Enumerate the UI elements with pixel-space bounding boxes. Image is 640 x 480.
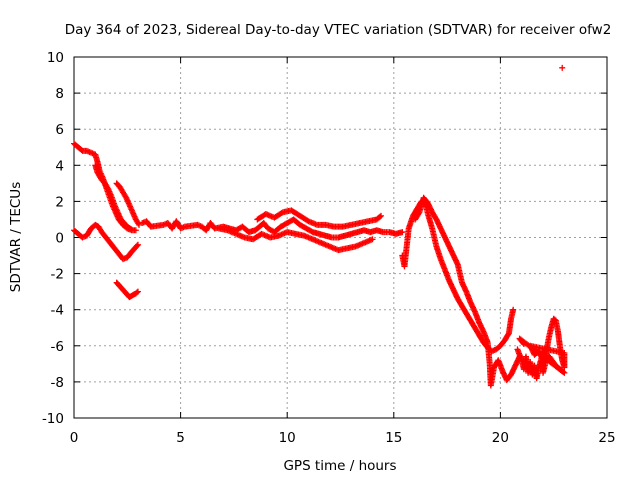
- data-point-middle-descending-track: [128, 226, 135, 233]
- y-tick-label: 10: [47, 50, 64, 66]
- data-point-second-upper-track: [136, 221, 143, 228]
- data-point-late-cluster: [519, 339, 526, 346]
- x-tick-label: 20: [492, 430, 509, 446]
- data-point-upper-mid-band: [378, 212, 385, 219]
- data-point-small-negative-segment: [133, 289, 140, 296]
- x-tick-label: 5: [176, 430, 185, 446]
- y-tick-label: -6: [51, 339, 64, 355]
- x-axis-label: GPS time / hours: [283, 458, 396, 474]
- chart-title: Day 364 of 2023, Sidereal Day-to-day VTE…: [65, 22, 612, 38]
- y-tick-label: -10: [42, 411, 64, 427]
- data-point-middle-descending-track: [127, 225, 134, 232]
- y-tick-label: -4: [51, 303, 64, 319]
- data-point-upper-mid-band: [376, 213, 383, 220]
- y-tick-label: -2: [51, 267, 64, 283]
- y-tick-label: 6: [55, 122, 64, 138]
- y-tick-label: 8: [55, 86, 64, 102]
- data-point-lower-loop: [134, 241, 141, 248]
- data-points: [71, 64, 568, 389]
- y-tick-label: 2: [55, 194, 64, 210]
- x-tick-labels: 0 5 10 15 20 25: [70, 430, 616, 446]
- y-tick-label: 0: [55, 231, 64, 247]
- data-point-outlier: [559, 64, 566, 71]
- y-tick-label: -8: [51, 375, 64, 391]
- data-point-small-negative-segment: [134, 288, 141, 295]
- x-tick-label: 0: [70, 430, 79, 446]
- y-axis-label: SDTVAR / TECUs: [8, 182, 24, 292]
- y-tick-labels: -10 -8 -6 -4 -2 0 2 4 6 8 10: [42, 50, 64, 427]
- axis-ticks: [73, 56, 608, 419]
- data-point-lower-mid-band: [369, 236, 376, 243]
- data-point-steep-fall-track: [510, 306, 517, 313]
- data-point-late-cluster: [520, 340, 527, 347]
- data-point-upper-descending-track: [132, 227, 139, 234]
- x-tick-label: 25: [598, 430, 615, 446]
- data-point-lower-loop: [134, 242, 141, 249]
- x-tick-label: 15: [385, 430, 402, 446]
- data-point-near-zero-band: [399, 229, 406, 236]
- x-tick-label: 10: [279, 430, 296, 446]
- y-tick-label: 4: [55, 158, 64, 174]
